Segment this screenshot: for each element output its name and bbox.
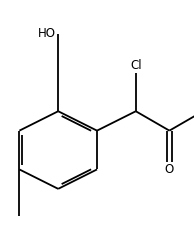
Text: HO: HO	[38, 27, 56, 40]
Text: O: O	[165, 163, 174, 176]
Text: Cl: Cl	[130, 60, 142, 72]
